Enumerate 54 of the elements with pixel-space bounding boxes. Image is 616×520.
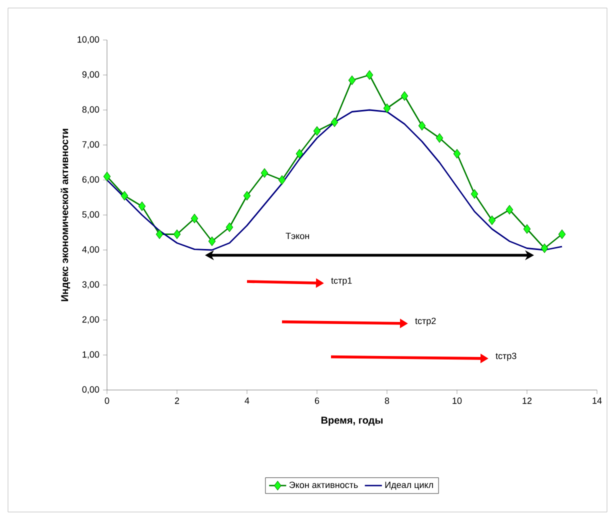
point [103,172,111,182]
point [120,191,128,200]
point [366,70,374,80]
y-tick-label: 2,00 [82,316,100,324]
point [470,189,478,199]
point [400,91,408,101]
y-tick-label: 0,00 [82,386,100,394]
point [313,126,321,136]
x-axis-title: Время, годы [321,416,383,426]
x-tick-label: 14 [592,398,602,404]
point [243,191,251,200]
x-tick-label: 12 [522,398,532,404]
x-tick-label: 10 [452,398,462,404]
y-tick-label: 9,00 [82,71,100,79]
point [383,104,391,113]
legend-label: Идеал цикл [385,482,433,490]
point [156,230,164,239]
point [190,214,198,224]
y-axis-title: Индекс экономической активности [60,128,70,302]
point [523,224,531,234]
point [436,133,444,143]
x-tick-label: 8 [384,398,390,404]
x-tick-label: 2 [174,398,180,404]
annotation: Тэкон [286,232,310,240]
y-tick-label: 3,00 [82,281,100,289]
point [506,205,514,214]
x-tick-label: 4 [244,398,250,404]
point [453,149,461,158]
y-tick-label: 1,00 [82,351,100,359]
point [208,236,216,246]
y-tick-label: 8,00 [82,106,100,114]
annotation: tстр3 [496,352,516,361]
point [173,230,181,239]
y-tick-label: 4,00 [82,246,100,254]
point [540,244,548,253]
point [296,149,304,158]
point [348,75,356,85]
point [330,118,338,127]
annotation: tстр2 [415,318,436,326]
annotation: tстр1 [331,277,352,286]
point [278,175,286,185]
point [260,168,268,178]
y-tick-label: 7,00 [82,141,100,149]
y-tick-label: 10,00 [78,36,100,44]
point [488,216,496,225]
point [558,230,566,239]
x-tick-label: 0 [104,398,110,404]
y-tick-label: 5,00 [82,211,100,219]
point [138,202,146,211]
y-tick-label: 6,00 [82,176,100,184]
x-tick-label: 6 [314,398,320,404]
point [418,121,426,130]
legend-label: Экон активность [289,482,358,488]
point [226,222,234,232]
